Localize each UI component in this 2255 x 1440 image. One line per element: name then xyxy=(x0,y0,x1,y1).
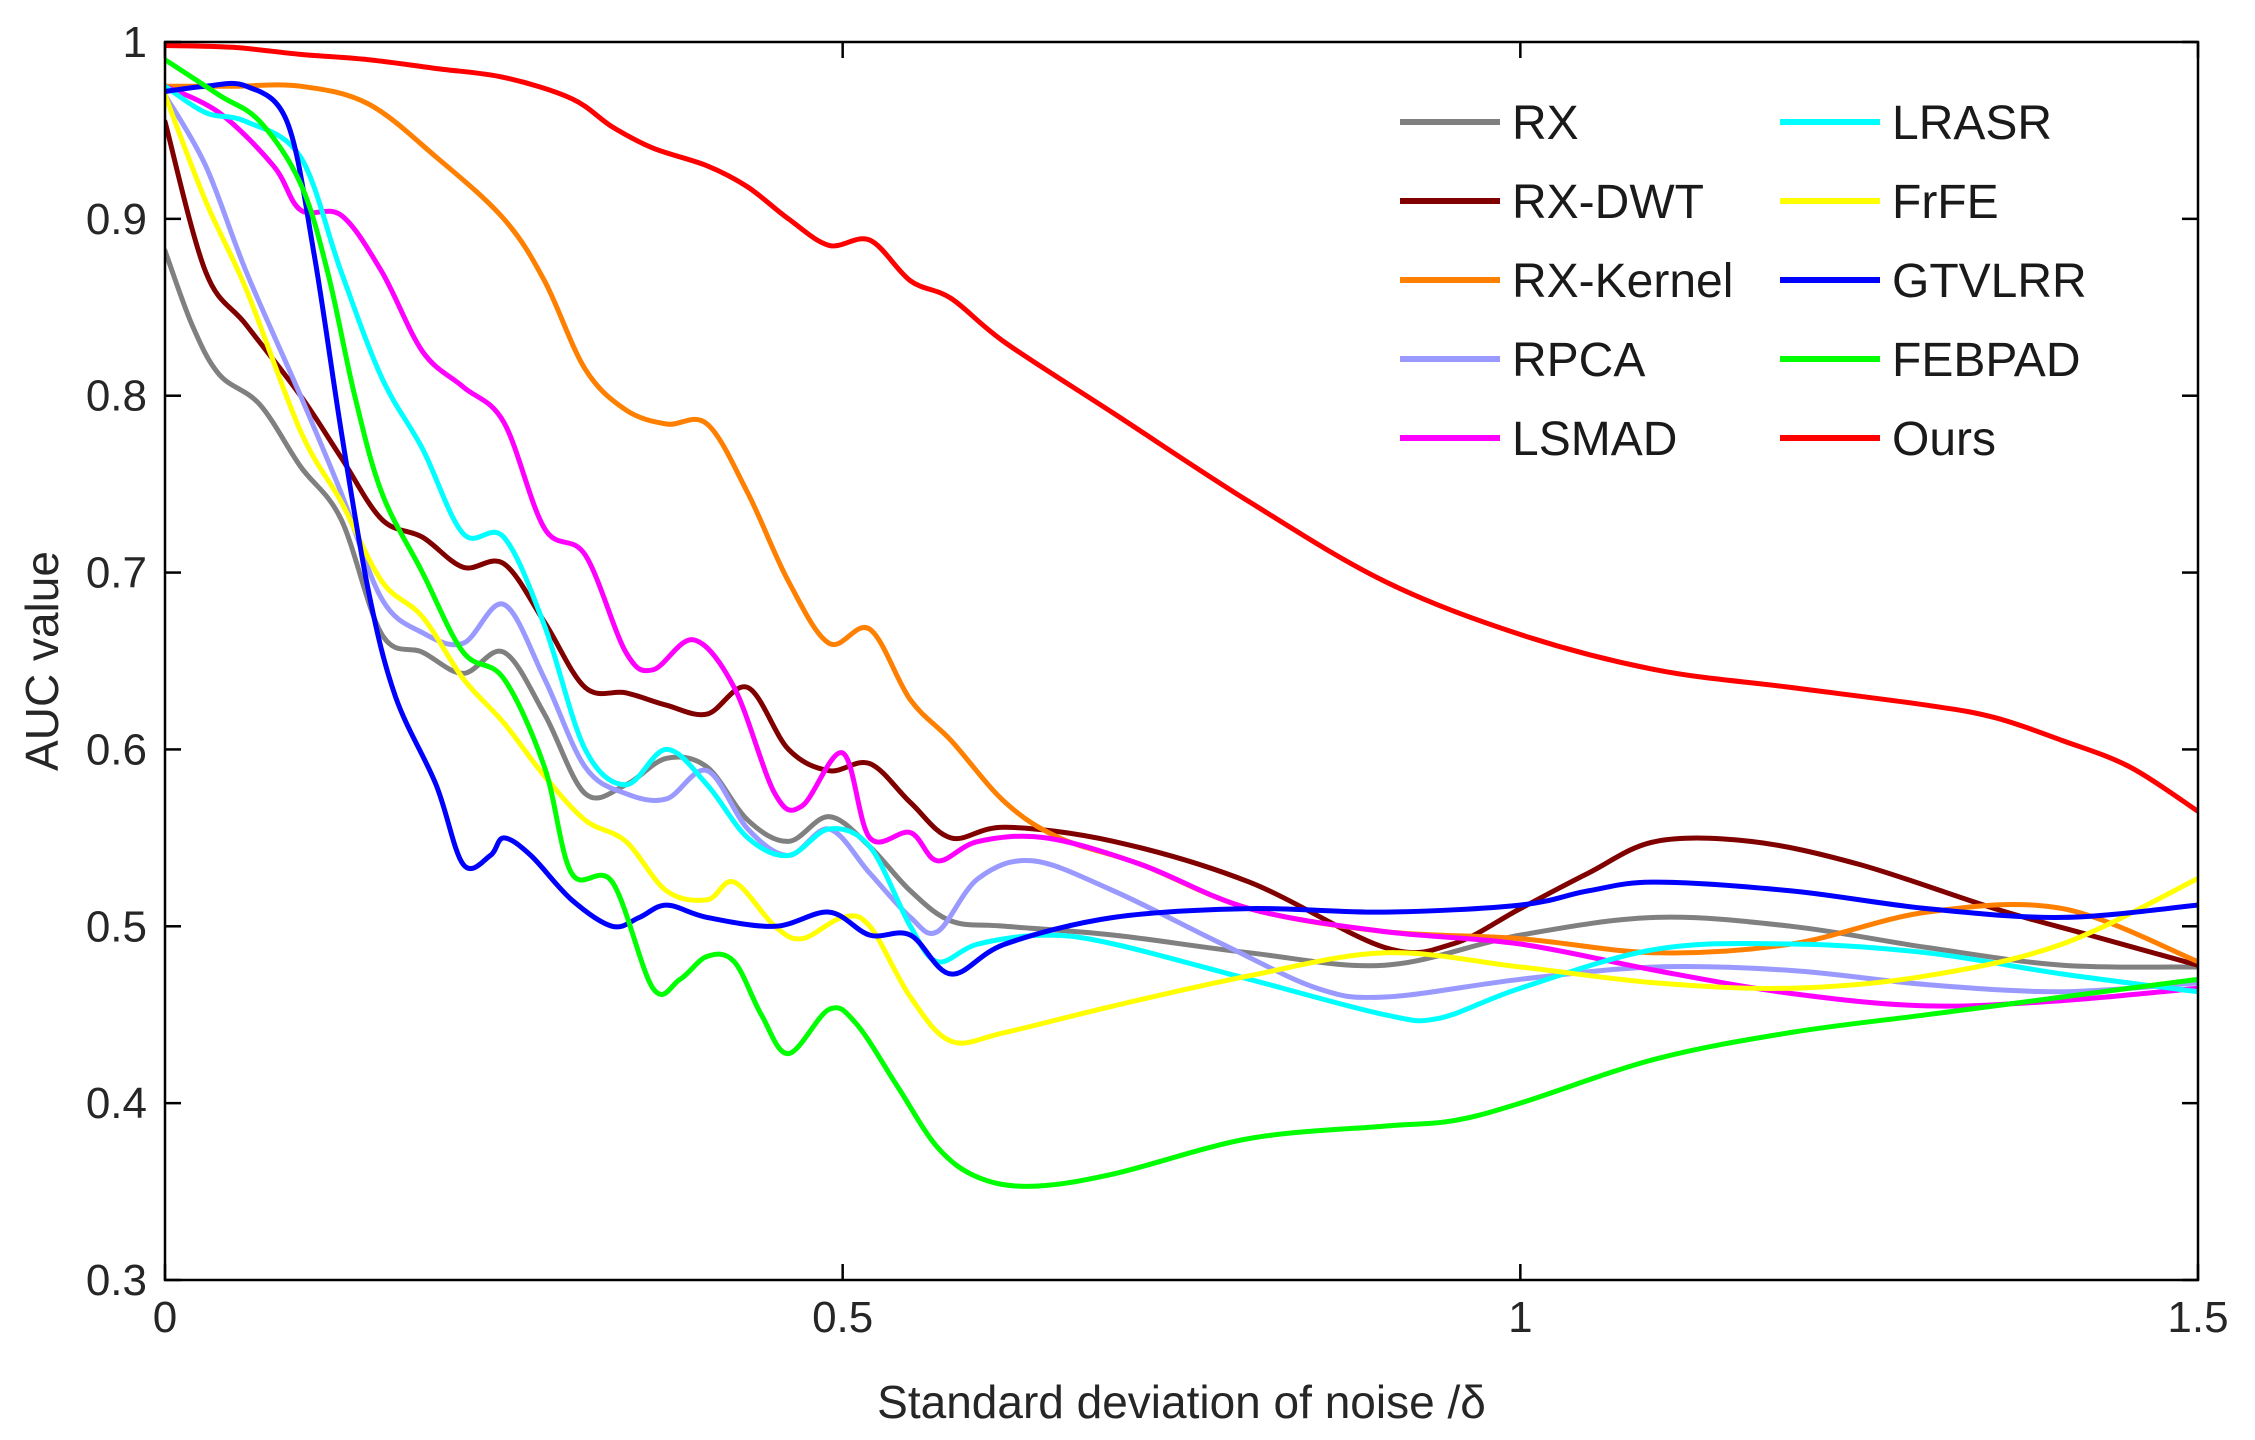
tick-labels: 0 0.5 1 1.5 0.3 0.4 0.5 0.6 0.7 0.8 0.9 1 xyxy=(86,18,2229,1342)
x-axis-title: Standard deviation of noise /δ xyxy=(877,1376,1486,1428)
legend-label-gtvlrr: GTVLRR xyxy=(1892,255,2087,308)
y-tick-label: 0.3 xyxy=(86,1256,147,1305)
plot-frame xyxy=(163,40,2200,1282)
y-tick-label: 0.4 xyxy=(86,1079,147,1128)
tick-marks xyxy=(163,40,2200,1282)
series-line-gtvlrr xyxy=(165,80,2198,977)
legend-label-rx: RX xyxy=(1512,97,1579,150)
series-line-ours xyxy=(165,43,2198,814)
y-tick-label: 1 xyxy=(123,18,147,67)
legend-label-frfe: FrFE xyxy=(1892,176,1999,229)
x-tick-label: 0 xyxy=(153,1293,177,1342)
y-tick-label: 0.7 xyxy=(86,549,147,598)
legend-label-febpad: FEBPAD xyxy=(1892,334,2080,387)
y-axis-title: AUC value xyxy=(16,551,68,771)
y-tick-label: 0.6 xyxy=(86,725,147,774)
x-tick-label: 1.5 xyxy=(2167,1293,2228,1342)
legend-label-rx-dwt: RX-DWT xyxy=(1512,176,1704,229)
x-tick-label: 1 xyxy=(1508,1293,1532,1342)
series-line-rx-kernel xyxy=(165,82,2198,965)
series-layer xyxy=(165,43,2198,1189)
series-line-rx xyxy=(165,248,2198,970)
series-line-febpad xyxy=(165,57,2198,1189)
series-line-rx-dwt xyxy=(165,119,2198,968)
legend-label-lrasr: LRASR xyxy=(1892,97,2052,150)
series-line-frfe xyxy=(165,92,2198,1046)
legend-label-lsmad: LSMAD xyxy=(1512,413,1677,466)
x-tick-label: 0.5 xyxy=(812,1293,873,1342)
series-line-rpca xyxy=(165,92,2198,1001)
y-tick-label: 0.9 xyxy=(86,195,147,244)
legend-label-rx-kernel: RX-Kernel xyxy=(1512,255,1733,308)
legend-label-rpca: RPCA xyxy=(1512,334,1645,387)
y-tick-label: 0.5 xyxy=(86,902,147,951)
series-line-lsmad xyxy=(165,83,2198,1009)
series-line-lrasr xyxy=(165,83,2198,1024)
legend: RX RX-DWT RX-Kernel RPCA LSMAD LRASR FrFE GTVLR… xyxy=(1400,97,2087,466)
legend-label-ours: Ours xyxy=(1892,413,1996,466)
y-tick-label: 0.8 xyxy=(86,372,147,421)
